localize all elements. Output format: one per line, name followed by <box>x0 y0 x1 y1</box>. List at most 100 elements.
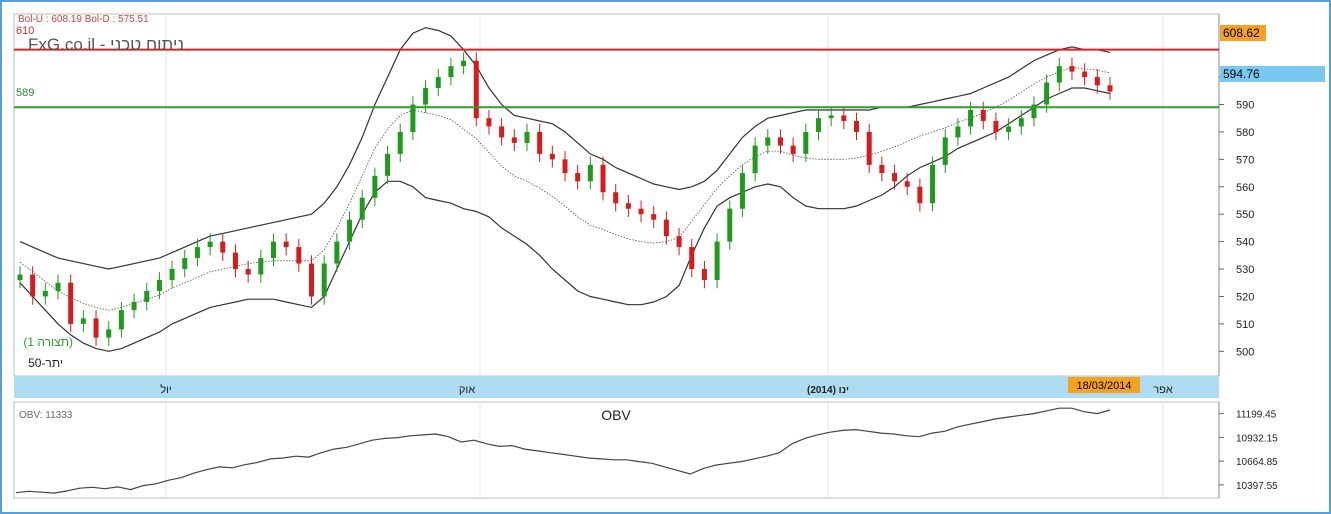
candle-body <box>803 131 809 154</box>
candle-body <box>892 173 898 182</box>
obv-tick-label: 10664.85 <box>1236 457 1278 468</box>
candle-body <box>790 145 796 154</box>
candle-body <box>207 241 213 248</box>
candle-body <box>904 181 910 187</box>
obv-legend: OBV: 11333 <box>19 410 73 421</box>
y-tick-label: 550 <box>1236 209 1254 221</box>
x-label-apr: אפר <box>1153 384 1173 396</box>
candle-body <box>435 77 441 89</box>
obv-y-ticks: 11199.45 10932.15 10664.85 10397.55 <box>1219 410 1278 492</box>
candle-body <box>980 109 986 121</box>
obv-tick-label: 10397.55 <box>1236 481 1278 492</box>
candle-body <box>1094 77 1100 86</box>
candle-body <box>689 247 695 270</box>
candle-body <box>1044 82 1050 105</box>
candle-body <box>930 164 936 204</box>
y-tick-label: 500 <box>1236 346 1254 358</box>
candle-body <box>359 197 365 220</box>
candle-body <box>93 318 99 338</box>
high-badge: 608.62 <box>1223 26 1260 40</box>
price-badge-bg <box>1220 66 1325 82</box>
candle-body <box>55 282 61 291</box>
candle-body <box>815 118 821 132</box>
candle-body <box>270 241 276 259</box>
candle-body <box>968 109 974 127</box>
candle-body <box>765 137 771 146</box>
candle-body <box>1056 66 1062 83</box>
candle-body <box>194 247 200 259</box>
candle-body <box>410 104 416 132</box>
candle-body <box>309 263 315 297</box>
price-badge: 594.76 <box>1223 67 1260 81</box>
candle-body <box>651 214 657 220</box>
candle-body <box>461 60 467 67</box>
candle-body <box>777 137 783 146</box>
candle-body <box>30 274 36 297</box>
candle-body <box>600 164 606 193</box>
candle-body <box>993 120 999 132</box>
candle-body <box>638 208 644 215</box>
candle-body <box>701 269 707 281</box>
candle-body <box>841 115 847 121</box>
candle-body <box>866 131 872 165</box>
candle-body <box>575 173 581 182</box>
candle-body <box>423 88 429 105</box>
obv-tick-label: 10932.15 <box>1236 433 1278 444</box>
candle-body <box>752 145 758 174</box>
date-badge-bg <box>1068 377 1140 393</box>
candle-body <box>118 310 124 330</box>
candle-body <box>486 118 492 127</box>
candle-body <box>42 290 48 297</box>
price-y-ticks: 500510520530540550560570580590600 <box>1219 72 1254 358</box>
candle-body <box>1031 104 1037 119</box>
bollinger-bands <box>19 27 1111 352</box>
y-tick-label: 520 <box>1236 291 1254 303</box>
candle-body <box>955 126 961 138</box>
candle-body <box>1006 126 1012 132</box>
candle-body <box>549 153 555 160</box>
obv-series <box>15 407 1111 494</box>
candle-body <box>587 164 593 182</box>
candle-body <box>917 186 923 204</box>
candle-body <box>537 131 543 154</box>
candle-body <box>220 241 226 253</box>
obv-tick-label: 11199.45 <box>1236 410 1277 421</box>
support-label: 589 <box>16 87 34 99</box>
y-tick-label: 530 <box>1236 264 1254 276</box>
candle-body <box>334 241 340 264</box>
x-axis-strip <box>14 376 1219 398</box>
candle-body <box>80 318 86 324</box>
candle-body <box>385 153 391 176</box>
candle-body <box>397 131 403 154</box>
candle-body <box>1069 66 1075 72</box>
candle-body <box>372 175 378 198</box>
candle-body <box>511 137 517 143</box>
candle-body <box>144 290 150 302</box>
candle-body <box>942 137 948 165</box>
x-label-jan: ינו (2014) <box>807 385 849 396</box>
candle-body <box>1082 71 1088 78</box>
bollinger-upper <box>19 27 1111 270</box>
bollinger-middle <box>19 67 1111 311</box>
y-tick-label: 580 <box>1236 127 1254 139</box>
candle-body <box>156 280 162 291</box>
candlesticks <box>17 52 1113 346</box>
candle-body <box>258 258 264 275</box>
candle-body <box>347 219 353 242</box>
candle-body <box>1018 118 1024 127</box>
date-badge: 18/03/2014 <box>1076 380 1131 392</box>
y-tick-label: 540 <box>1236 237 1254 249</box>
candle-body <box>1107 85 1113 92</box>
candle-body <box>106 329 112 338</box>
candle-body <box>562 159 568 174</box>
candle-body <box>676 236 682 248</box>
candle-body <box>613 192 619 204</box>
candle-body <box>131 301 137 311</box>
candle-body <box>714 241 720 281</box>
candle-body <box>727 208 733 242</box>
candle-body <box>68 282 74 324</box>
candle-body <box>245 269 251 275</box>
candle-body <box>879 164 885 174</box>
x-label-jul: יול <box>160 383 172 396</box>
candle-body <box>473 60 479 119</box>
